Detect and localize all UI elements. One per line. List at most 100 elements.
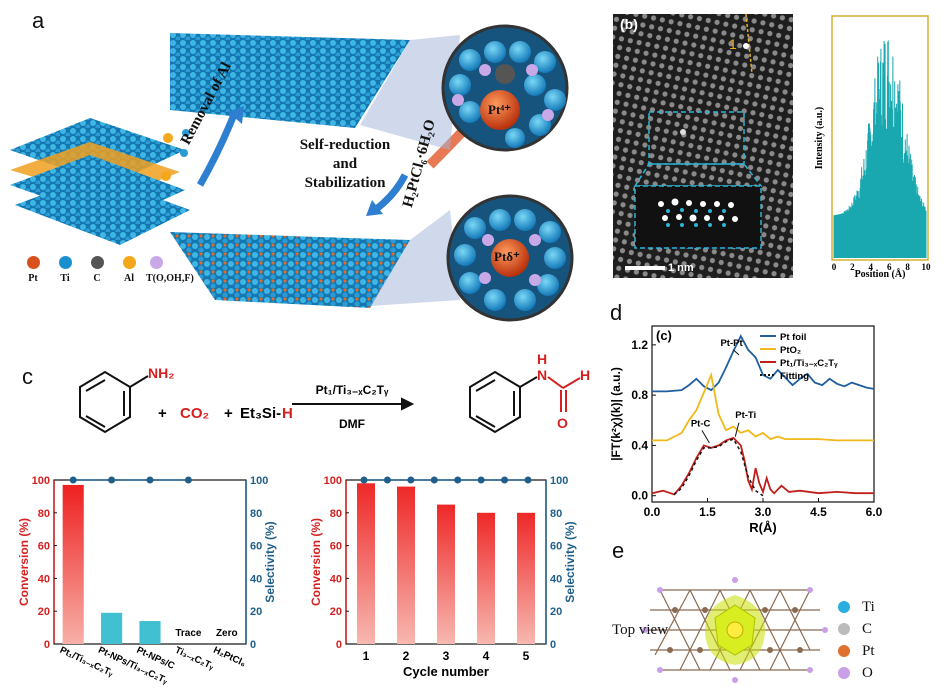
legend-label-2: Pt₁/Ti₃₋ₓC₂Tᵧ — [780, 358, 838, 369]
ytick-right-80: 80 — [550, 508, 562, 520]
xtick-3: 3 — [443, 649, 450, 663]
legend-a-item-4: T(O,OH,F) — [146, 256, 216, 284]
exafs-chart: 0.0 1.5 3.0 4.5 6.0 0.0 0.4 0.8 1.2 R(Å) |FT(k²χ)(… — [609, 325, 883, 535]
ylabel: |FT(k²χ)(k)| (a.u.) — [609, 367, 623, 461]
bar-4 — [517, 512, 535, 644]
bar-0 — [357, 483, 375, 644]
legend-a-dot-2 — [90, 256, 104, 269]
top-view-label: Top view — [612, 622, 669, 638]
xtick-2: 2 — [403, 649, 410, 663]
plus-1: + — [158, 405, 167, 422]
pt-mxene-sheet-bottom — [170, 232, 410, 308]
bar-annotation-4: Zero — [216, 628, 238, 639]
xtick-6.0: 6.0 — [866, 505, 883, 519]
profile-xtick-2: 2 — [850, 262, 855, 272]
ytick-0.8: 0.8 — [631, 388, 648, 402]
bar-1 — [397, 486, 415, 644]
ytick-right-100: 100 — [250, 475, 268, 487]
annotation-pt-ti: Pt-Ti — [735, 410, 756, 421]
pt4-label: Pt⁴⁺ — [488, 102, 512, 117]
haadf-image — [613, 14, 793, 278]
bar-annotation-3: Trace — [175, 628, 202, 639]
legend-a-item-1: Ti — [50, 256, 80, 284]
ytick-left-0: 0 — [44, 639, 50, 651]
legend-a-item-0: Pt — [18, 256, 48, 284]
ytick-0.4: 0.4 — [631, 438, 648, 452]
bar-2 — [139, 621, 161, 644]
selectivity-point-1 — [108, 476, 116, 484]
process-line-2: and — [332, 156, 358, 172]
ylabel-left: Conversion (%) — [17, 518, 31, 606]
panel-a-figure — [10, 24, 574, 322]
legend-a-label-0: Pt — [28, 273, 38, 284]
ytick-left-40: 40 — [38, 573, 50, 585]
legend-a-label-1: Ti — [60, 273, 70, 284]
selectivity-point-1 — [383, 476, 391, 484]
xtick-1.5: 1.5 — [699, 505, 716, 519]
legend-a-dot-1 — [58, 256, 72, 269]
reaction-scheme: NH₂ + CO₂ + Et₃Si- H Pt₁/Ti₃₋ₓC₂Tᵧ DMF H… — [79, 351, 590, 434]
intensity-profile-line — [833, 40, 927, 259]
catalyst-label: Pt₁/Ti₃₋ₓC₂Tᵧ — [316, 383, 389, 397]
intensity-profile-chart: Intensity (a.u.) 0 2 4 6 8 10 Position (Å) — [814, 15, 931, 280]
plus-2: + — [224, 405, 233, 422]
panel-label-e: e — [612, 538, 625, 563]
legend-a-label-4: T(O,OH,F) — [146, 273, 194, 284]
bar-0 — [62, 484, 84, 644]
process-line-3: Stabilization — [304, 175, 386, 191]
catalyst-comparison-chart: 0 0 20 20 40 40 60 60 80 80 100 100 Conversion (%) Se… — [17, 475, 277, 687]
product-h-right: H — [580, 367, 590, 383]
profile-ylabel: Intensity (a.u.) — [814, 107, 825, 170]
ytick-left-60: 60 — [330, 541, 342, 553]
series-line-1 — [652, 371, 874, 442]
reduction-arrow — [372, 173, 409, 213]
legend-e-dot-1 — [838, 623, 850, 635]
panel-label-b: (b) — [620, 16, 638, 32]
selectivity-point-2 — [407, 476, 415, 484]
profile-xtick-6: 6 — [887, 262, 892, 272]
selectivity-point-2 — [146, 476, 154, 484]
xtick-4.5: 4.5 — [810, 505, 827, 519]
xlabel: Cycle number — [403, 664, 489, 679]
silane-prefix: Et₃Si- — [240, 405, 281, 422]
aniline-nh2: NH₂ — [148, 365, 174, 381]
legend-a-dot-4 — [150, 256, 163, 269]
annotation-pt-pt: Pt-Pt — [720, 338, 743, 349]
ytick-left-80: 80 — [38, 508, 50, 520]
xtick-5: 5 — [523, 649, 530, 663]
legend-e-dot-0 — [838, 601, 850, 613]
ytick-right-80: 80 — [250, 508, 262, 520]
mxene-sheet-top — [170, 33, 410, 128]
legend-label-0: Pt foil — [780, 332, 806, 343]
product-n: N — [537, 367, 547, 383]
legend-e-item-3: O — [838, 662, 938, 684]
annotation-pt-pt-arrow — [733, 349, 740, 356]
line-profile-marker: 1 — [729, 36, 737, 52]
dft-top-view-structure — [642, 577, 828, 683]
legend-e-dot-2 — [838, 645, 850, 657]
annotation-pt-c-arrow — [701, 430, 710, 444]
ytick-left-60: 60 — [38, 541, 50, 553]
panel-e-legend: Ti C Pt O — [838, 596, 938, 684]
panel-label-a: a — [32, 8, 45, 33]
xtick-3.0: 3.0 — [755, 505, 772, 519]
profile-xtick-0: 0 — [832, 262, 837, 272]
profile-xtick-4: 4 — [869, 262, 874, 272]
product-o: O — [557, 415, 568, 431]
ytick-left-20: 20 — [38, 606, 50, 618]
ylabel-left: Conversion (%) — [309, 518, 323, 606]
selectivity-point-0 — [360, 476, 368, 484]
legend-e-label-2: Pt — [862, 642, 875, 659]
profile-xtick-8: 8 — [905, 262, 910, 272]
product-h-top: H — [537, 351, 547, 367]
max-phase-stack — [10, 118, 190, 245]
ytick-1.2: 1.2 — [631, 338, 648, 352]
legend-a-label-2: C — [93, 273, 101, 284]
panel-a-legend: Pt Ti C Al T(O,OH,F) — [18, 256, 194, 296]
legend-a-item-2: C — [82, 256, 112, 284]
legend-label-3: Fitting — [780, 371, 809, 382]
selectivity-point-7 — [524, 476, 532, 484]
xtick-0.0: 0.0 — [644, 505, 661, 519]
annotation-pt-c: Pt-C — [691, 419, 711, 430]
series-line-2 — [651, 436, 874, 496]
